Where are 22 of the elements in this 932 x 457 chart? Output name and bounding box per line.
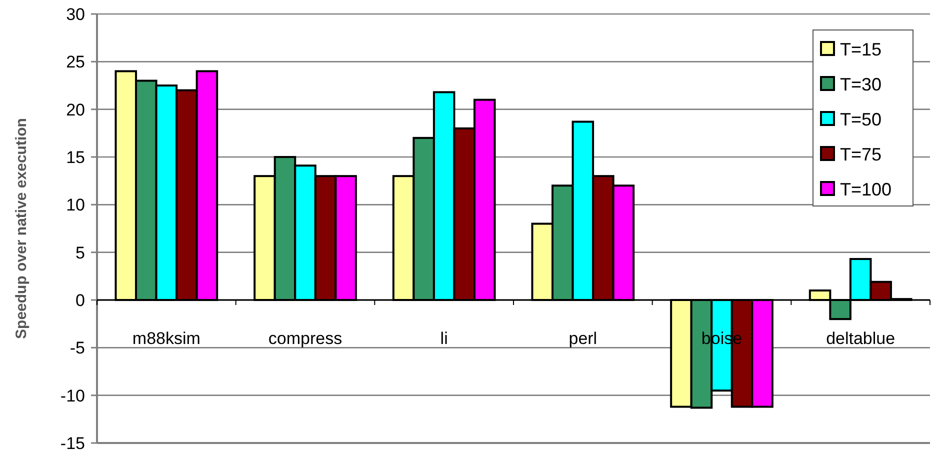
legend-label: T=75: [840, 144, 882, 164]
y-tick-label: 25: [66, 52, 85, 72]
y-tick-label: -10: [60, 386, 85, 406]
y-tick-label: -15: [60, 434, 85, 453]
y-tick-label: 0: [76, 290, 85, 310]
y-tick-label: 30: [66, 4, 85, 24]
y-axis-title: Speedup over native execution: [13, 118, 30, 339]
x-tick-label: boise: [701, 329, 742, 348]
x-tick-label: li: [440, 329, 448, 348]
legend-label: T=100: [840, 179, 892, 200]
y-tick-label: 5: [76, 243, 85, 262]
y-tick-label: -5: [70, 338, 85, 358]
y-tick-label: 20: [66, 100, 85, 120]
y-tick-label: 15: [66, 148, 85, 167]
x-tick-label: compress: [268, 329, 342, 348]
x-tick-label: m88ksim: [132, 329, 200, 348]
legend-label: T=50: [840, 109, 882, 130]
x-tick-label: perl: [568, 329, 598, 348]
legend-label: T=30: [840, 74, 882, 94]
x-tick-label: deltablue: [826, 329, 896, 348]
y-tick-label: 10: [66, 196, 85, 215]
legend-label: T=15: [840, 39, 882, 60]
